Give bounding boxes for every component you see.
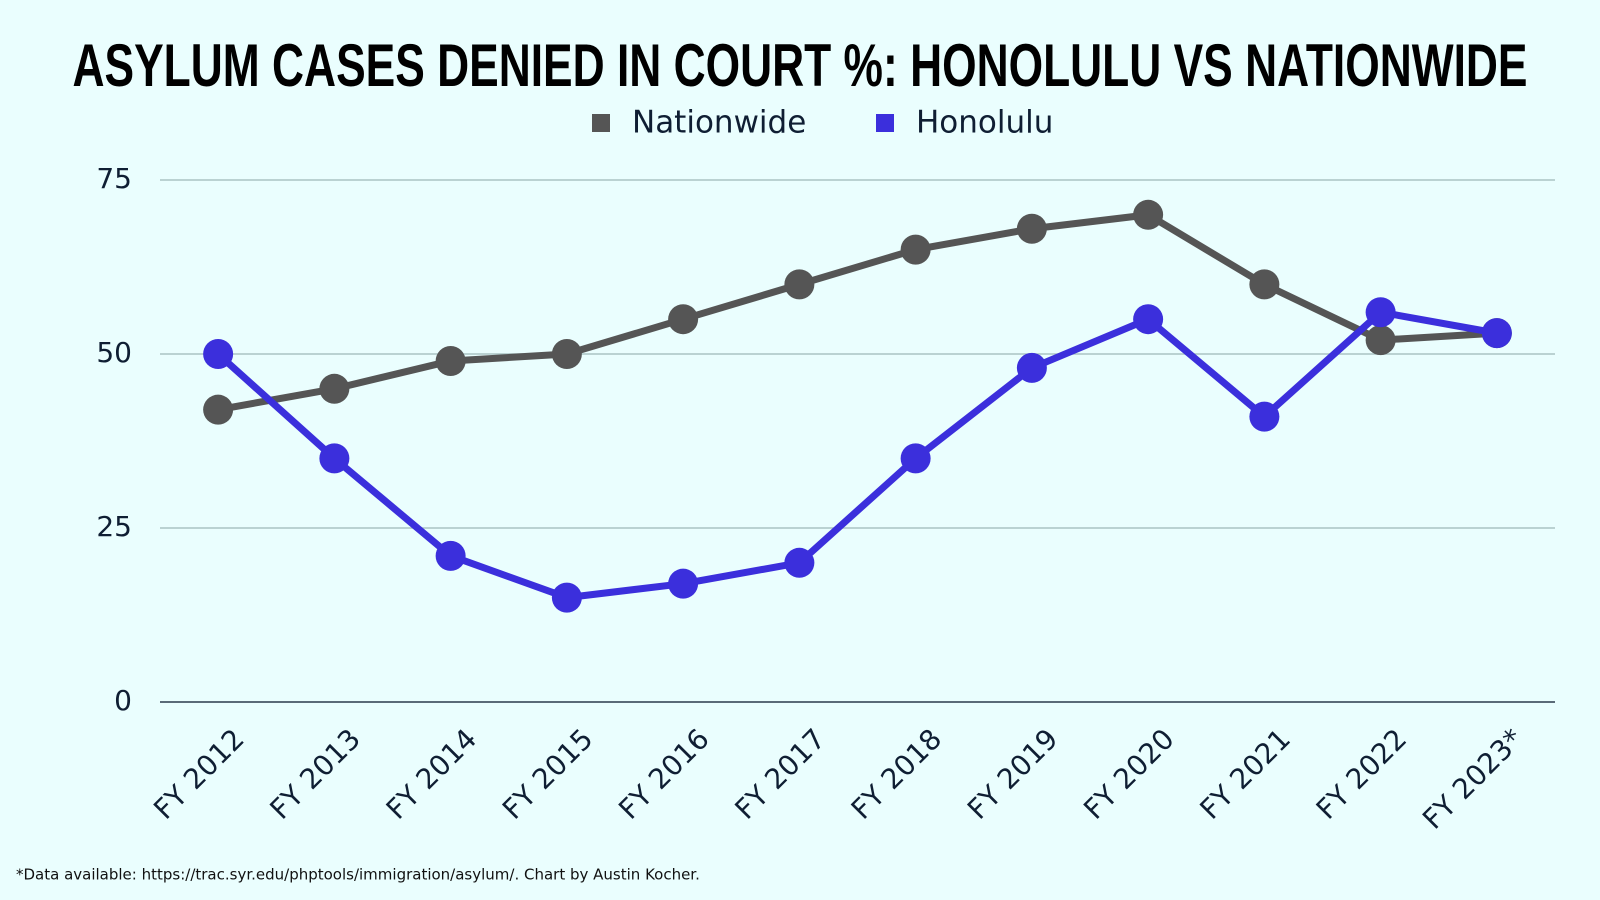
series-line: [217, 211, 1498, 414]
data-point: [1365, 297, 1396, 328]
data-point: [668, 304, 699, 335]
x-tick-label: FY 2022: [1310, 722, 1414, 826]
series-line: [215, 308, 1498, 602]
legend-label: Honolulu: [916, 105, 1053, 141]
y-tick-label: 75: [96, 162, 132, 195]
data-point: [551, 582, 582, 613]
x-tick-label: FY 2023*: [1416, 722, 1529, 835]
data-point: [900, 443, 931, 474]
x-tick-label: FY 2019: [961, 722, 1065, 826]
x-tick-label: FY 2012: [147, 722, 251, 826]
chart-title: ASYLUM CASES DENIED IN COURT %: HONOLULU…: [73, 32, 1528, 99]
data-point: [1249, 401, 1280, 432]
data-point: [1016, 213, 1047, 244]
data-point: [784, 547, 815, 578]
data-point: [784, 269, 815, 300]
data-point: [1016, 352, 1047, 383]
data-point: [203, 339, 234, 369]
data-point: [203, 394, 234, 425]
data-point: [668, 568, 699, 599]
x-tick-label: FY 2013: [263, 722, 367, 826]
x-tick-label: FY 2016: [612, 722, 716, 826]
legend-swatch: [876, 114, 894, 132]
data-point: [319, 373, 350, 404]
x-tick-label: FY 2015: [496, 722, 600, 826]
footnote: *Data available: https://trac.syr.edu/ph…: [16, 866, 700, 884]
data-point: [1365, 325, 1396, 356]
legend-label: Nationwide: [632, 105, 806, 141]
data-point: [435, 345, 466, 376]
y-tick-label: 25: [96, 510, 132, 543]
data-point: [435, 540, 466, 571]
x-tick-label: FY 2014: [380, 722, 484, 826]
y-tick-label: 0: [114, 684, 132, 717]
data-point: [551, 339, 582, 369]
y-tick-label: 50: [96, 336, 132, 369]
data-point: [1249, 269, 1280, 300]
legend-swatch: [592, 114, 610, 132]
data-point: [1133, 199, 1164, 230]
x-tick-label: FY 2018: [845, 722, 949, 826]
x-tick-label: FY 2020: [1077, 722, 1181, 826]
x-tick-label: FY 2021: [1193, 722, 1297, 826]
x-tick-label: FY 2017: [728, 722, 832, 826]
data-point: [1481, 318, 1512, 349]
data-point: [1133, 304, 1164, 335]
data-point: [319, 443, 350, 474]
data-point: [900, 234, 931, 265]
